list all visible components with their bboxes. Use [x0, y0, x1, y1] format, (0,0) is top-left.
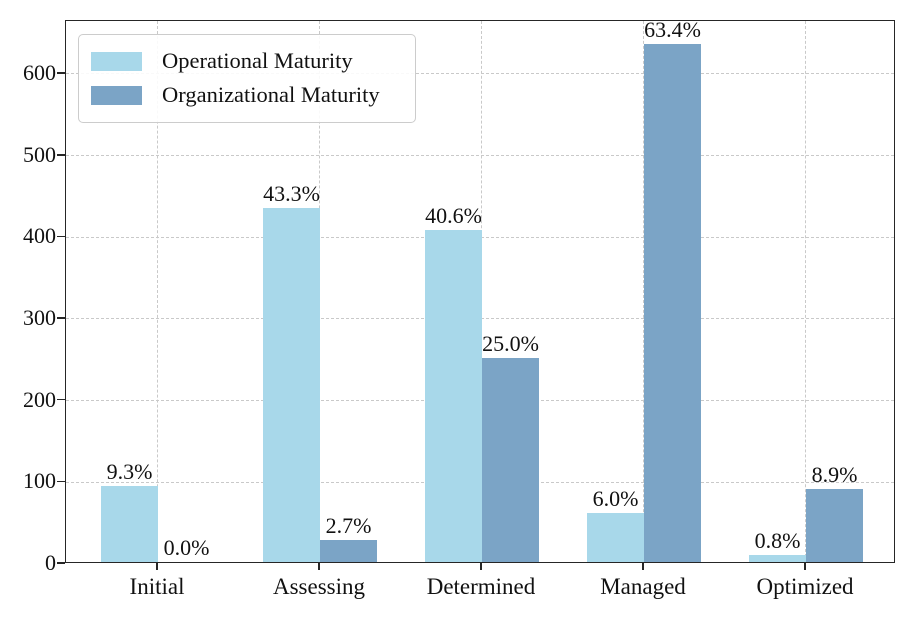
x-tick-label-determined: Determined	[426, 574, 536, 599]
bar-initial-operational	[101, 486, 158, 562]
y-tick-label-500: 500	[23, 141, 56, 167]
x-tick-label-optimized: Optimized	[756, 574, 854, 599]
x-tick-mark-determined	[480, 563, 482, 570]
bar-value-label-assessing-operational: 43.3%	[263, 181, 320, 207]
x-tick-mark-initial	[156, 563, 158, 570]
x-tick-label-initial: Initial	[129, 574, 185, 599]
v-gridline-optimized	[805, 21, 807, 562]
x-tick-mark-optimized	[804, 563, 806, 570]
legend-label-operational: Operational Maturity	[162, 48, 353, 73]
legend-swatch-organizational	[91, 85, 142, 105]
bar-determined-operational	[425, 230, 482, 562]
y-tick-mark-500	[57, 153, 65, 156]
y-tick-label-300: 300	[23, 305, 56, 331]
y-tick-label-200: 200	[23, 386, 56, 412]
bar-value-label-initial-organizational: 0.0%	[163, 535, 210, 560]
y-tick-mark-0	[57, 562, 65, 564]
y-tick-label-600: 600	[23, 60, 56, 86]
legend-row-organizational: Organizational Maturity	[91, 78, 403, 112]
y-tick-mark-100	[57, 480, 65, 483]
legend-label-organizational: Organizational Maturity	[162, 82, 380, 107]
bar-value-label-determined-organizational: 25.0%	[482, 330, 539, 356]
y-tick-mark-300	[57, 317, 65, 319]
plot-area: 9.3% 43.3% 40.6% 6.0% 0.8% 0.0% 2.7% 25.0% 63.4%…	[65, 17, 895, 563]
v-gridline-managed	[643, 21, 645, 562]
bar-managed-operational	[587, 513, 644, 562]
y-tick-label-400: 400	[23, 223, 56, 249]
x-tick-mark-assessing	[318, 563, 320, 570]
bar-value-label-initial-operational: 9.3%	[106, 459, 153, 485]
x-tick-mark-managed	[642, 563, 644, 570]
bar-value-label-assessing-organizational: 2.7%	[325, 512, 372, 538]
bar-value-label-optimized-operational: 0.8%	[754, 528, 801, 554]
legend-row-operational: Operational Maturity	[91, 44, 403, 78]
x-tick-label-managed: Managed	[600, 574, 686, 599]
h-gridline-600	[66, 73, 894, 75]
bar-value-label-optimized-organizational: 8.9%	[811, 462, 858, 488]
bar-assessing-organizational	[320, 539, 377, 562]
v-gridline-initial	[157, 21, 159, 562]
bar-optimized-organizational	[806, 489, 863, 562]
legend: Operational Maturity Organizational Matu…	[78, 34, 416, 123]
y-tick-label-100: 100	[23, 468, 56, 494]
y-tick-label-0: 0	[45, 550, 56, 575]
bar-optimized-operational	[749, 555, 806, 562]
y-tick-mark-600	[57, 72, 65, 74]
legend-swatch-operational	[91, 51, 142, 71]
bar-value-label-determined-operational: 40.6%	[425, 203, 482, 229]
h-gridline-500	[66, 155, 894, 157]
bar-managed-organizational	[644, 44, 701, 562]
y-tick-mark-200	[57, 398, 65, 401]
x-tick-label-assessing: Assessing	[272, 574, 365, 599]
bar-assessing-operational	[263, 208, 320, 562]
bar-value-label-managed-operational: 6.0%	[592, 486, 639, 511]
bar-determined-organizational	[482, 357, 539, 562]
y-tick-mark-400	[57, 235, 65, 238]
bar-value-label-managed-organizational: 63.4%	[644, 17, 701, 43]
